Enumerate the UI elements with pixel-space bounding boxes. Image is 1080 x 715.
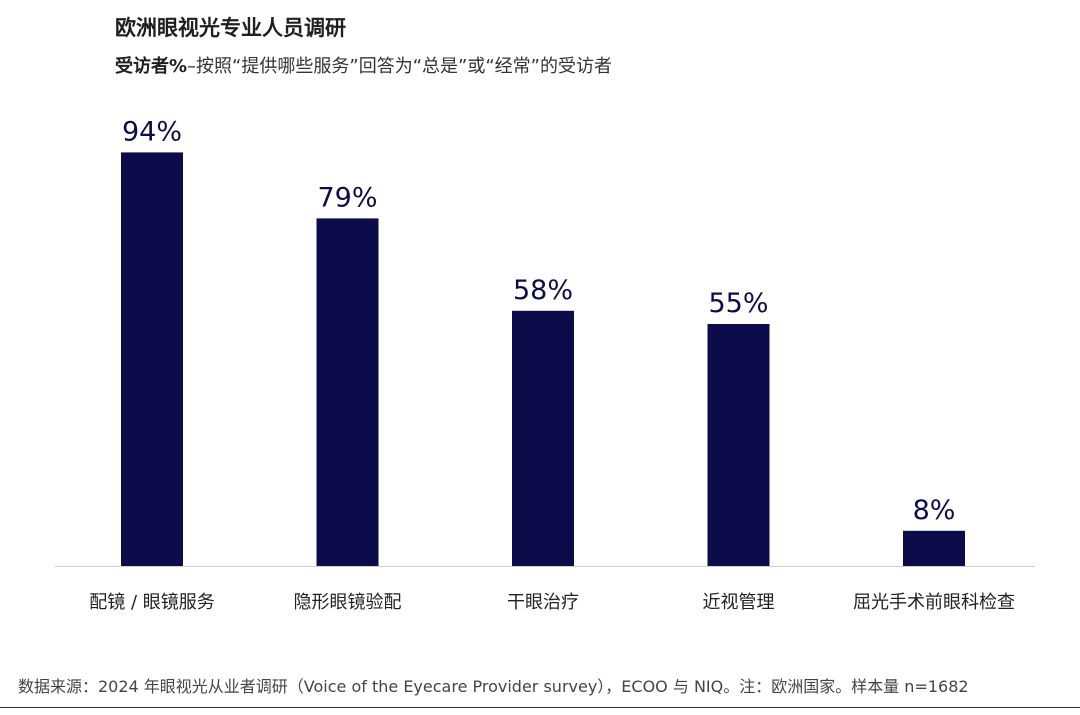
bar-value-label: 58%: [513, 275, 573, 306]
bar-value-label: 8%: [913, 495, 956, 526]
bar: [316, 218, 379, 566]
chart-subtitle: 受访者%–按照“提供哪些服务”回答为“总是”或“经常”的受访者: [115, 52, 612, 78]
bar: [121, 152, 183, 566]
category-label: 近视管理: [703, 592, 775, 613]
source-note: 数据来源：2024 年眼视光从业者调研（Voice of the Eyecare…: [18, 677, 969, 696]
category-label: 隐形眼镜验配: [294, 592, 402, 613]
category-label: 配镜 / 眼镜服务: [89, 592, 215, 613]
bar: [903, 530, 965, 566]
bar-value-label: 55%: [708, 288, 768, 319]
category-label: 屈光手术前眼科检查: [853, 592, 1015, 613]
subtitle-description: –按照“提供哪些服务”回答为“总是”或“经常”的受访者: [187, 56, 612, 77]
category-label: 干眼治疗: [507, 592, 579, 613]
footer-divider: [0, 707, 1080, 708]
bar-value-label: 94%: [122, 116, 182, 147]
bar-value-label: 79%: [317, 182, 377, 213]
bar: [707, 324, 770, 566]
chart-title: 欧洲眼视光专业人员调研: [115, 16, 346, 40]
subtitle-respondents-label: 受访者%: [115, 56, 188, 77]
bar: [512, 310, 574, 566]
bar-chart: 94% 配镜 / 眼镜服务 79% 隐形眼镜验配 58% 干眼治疗 55% 近视管理 8% 屈光手…: [55, 116, 1035, 613]
